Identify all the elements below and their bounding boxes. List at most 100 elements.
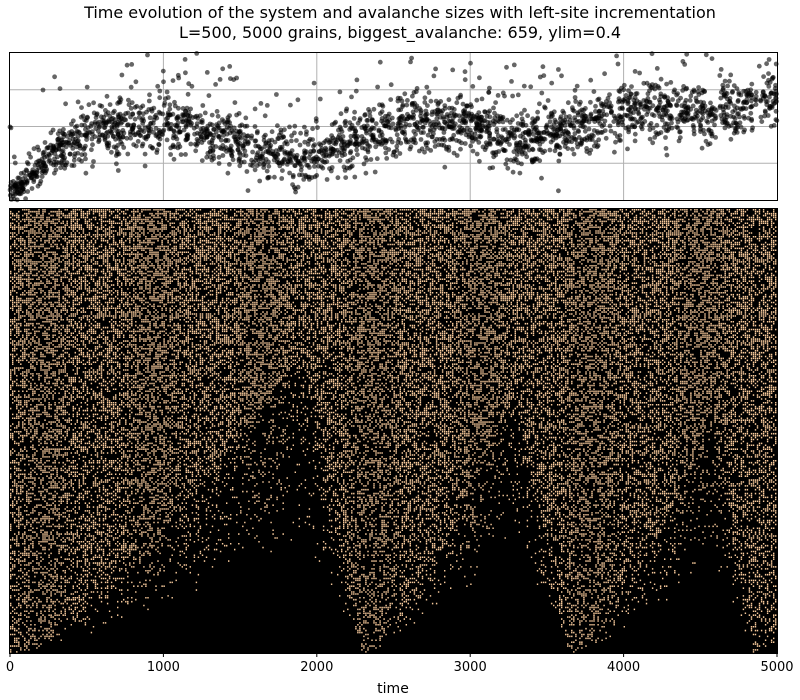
avalanche-point [379, 109, 385, 114]
avalanche-point [464, 103, 469, 109]
avalanche-point [422, 100, 428, 105]
avalanche-point [728, 136, 734, 142]
avalanche-point [100, 132, 105, 138]
avalanche-point [556, 126, 561, 132]
avalanche-point [157, 129, 163, 135]
avalanche-point [573, 99, 579, 104]
avalanche-point [469, 135, 475, 141]
avalanche-point [245, 139, 250, 144]
avalanche-point [396, 120, 402, 125]
avalanche-point [127, 131, 133, 137]
avalanche-point [416, 125, 422, 131]
avalanche-point [52, 151, 58, 157]
avalanche-point [360, 140, 365, 146]
avalanche-point [228, 76, 233, 81]
avalanche-point [504, 64, 509, 70]
avalanche-point [207, 121, 213, 127]
avalanche-point [364, 138, 369, 144]
avalanche-point [321, 140, 326, 146]
avalanche-point [55, 154, 60, 160]
avalanche-point [542, 136, 548, 142]
avalanche-point [396, 107, 401, 113]
avalanche-point [764, 61, 769, 67]
avalanche-point [252, 106, 258, 112]
avalanche-point [40, 87, 46, 93]
avalanche-point [105, 133, 111, 139]
avalanche-point [208, 154, 213, 160]
avalanche-point [100, 121, 105, 126]
avalanche-point [428, 98, 434, 104]
avalanche-point [390, 152, 396, 158]
avalanche-point [579, 120, 584, 126]
avalanche-point [738, 92, 744, 98]
avalanche-point [591, 143, 597, 149]
avalanche-point [511, 62, 517, 68]
avalanche-point [431, 131, 436, 137]
avalanche-point [348, 133, 354, 139]
avalanche-point [586, 126, 592, 132]
avalanche-point [282, 127, 287, 133]
avalanche-point [582, 128, 588, 134]
avalanche-point [630, 116, 635, 122]
avalanche-point [633, 106, 638, 111]
avalanche-point [155, 83, 161, 89]
avalanche-point [617, 106, 623, 111]
avalanche-point [571, 151, 577, 157]
avalanche-point [447, 124, 452, 130]
avalanche-point [549, 80, 555, 86]
avalanche-point [441, 135, 446, 141]
avalanche-point [718, 95, 724, 101]
avalanche-point [324, 137, 330, 143]
avalanche-point [136, 110, 142, 116]
avalanche-point [209, 112, 215, 118]
avalanche-point [160, 68, 166, 74]
avalanche-point [274, 159, 280, 165]
avalanche-point [429, 112, 435, 117]
avalanche-point [690, 123, 696, 128]
avalanche-point [172, 99, 177, 105]
avalanche-point [109, 149, 114, 155]
avalanche-point [303, 132, 309, 137]
avalanche-point [396, 136, 402, 142]
avalanche-point [712, 122, 717, 128]
avalanche-point [530, 116, 536, 122]
avalanche-point [170, 142, 176, 148]
avalanche-point [404, 102, 410, 108]
avalanche-point [28, 154, 33, 160]
avalanche-point [348, 138, 353, 144]
avalanche-point [287, 170, 292, 176]
avalanche-point [51, 159, 57, 165]
avalanche-point [644, 80, 650, 86]
avalanche-point [55, 131, 61, 137]
avalanche-point [369, 117, 375, 123]
avalanche-point [298, 130, 303, 136]
avalanche-point [612, 130, 618, 136]
avalanche-point [504, 139, 510, 145]
avalanche-point [523, 137, 528, 143]
avalanche-point [530, 137, 535, 143]
avalanche-point [309, 158, 314, 164]
avalanche-point [400, 102, 406, 108]
avalanche-point [426, 90, 432, 95]
avalanche-point [652, 95, 658, 101]
avalanche-point [176, 141, 181, 147]
avalanche-point [129, 62, 135, 67]
avalanche-point [377, 59, 383, 65]
avalanche-point [482, 109, 488, 114]
avalanche-point [166, 126, 172, 132]
avalanche-point [626, 95, 632, 101]
avalanche-point [375, 84, 380, 90]
avalanche-point [725, 105, 731, 110]
avalanche-point [18, 183, 23, 188]
avalanche-point [731, 83, 737, 88]
avalanche-point [617, 133, 623, 138]
avalanche-point [500, 127, 506, 132]
avalanche-point [556, 158, 562, 164]
avalanche-point [369, 137, 375, 143]
avalanche-point [343, 175, 349, 181]
avalanche-point [264, 168, 270, 174]
avalanche-point [128, 84, 134, 90]
avalanche-point [773, 82, 778, 88]
avalanche-point [746, 91, 752, 97]
avalanche-point [458, 146, 463, 152]
